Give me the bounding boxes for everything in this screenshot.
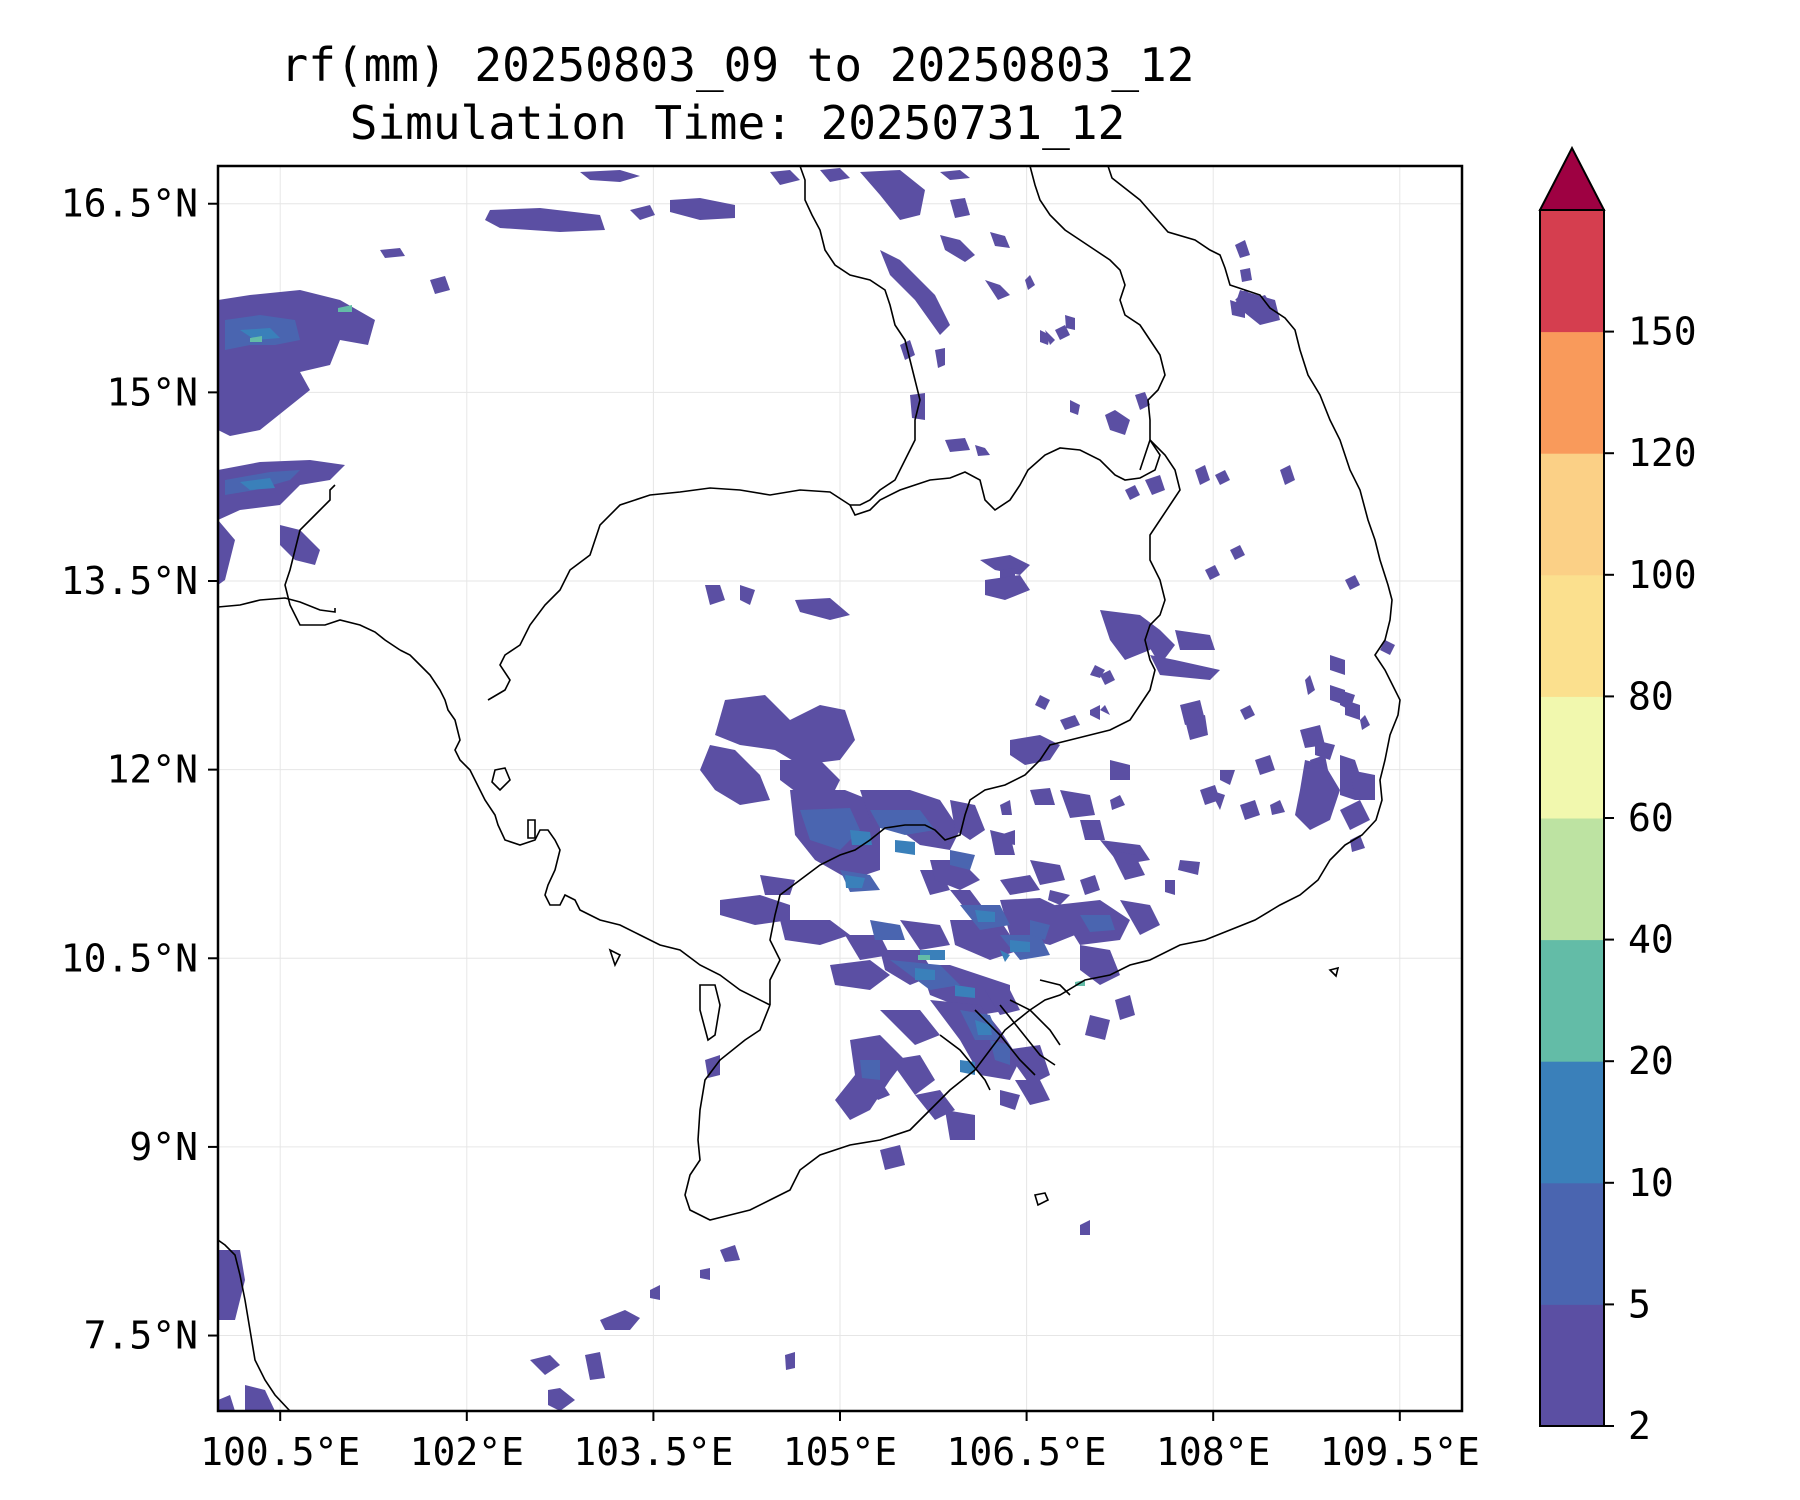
boundaries xyxy=(218,166,1401,1411)
map-title-line1: rf(mm) 20250803_09 to 20250803_12 xyxy=(280,38,1195,92)
x-tick-label: 105°E xyxy=(783,1430,897,1474)
colorbar-segment xyxy=(1540,331,1604,454)
river-mekong-3 xyxy=(1009,999,1061,1046)
coastline-vietnam xyxy=(684,166,1401,1221)
y-axis-ticks: 16.5°N 15°N 13.5°N 12°N 10.5°N 9°N 7.5°N xyxy=(61,182,218,1358)
rain-band-low xyxy=(218,168,1395,1411)
colorbar-tick-label: 150 xyxy=(1628,310,1697,354)
colorbar-tick-label: 80 xyxy=(1628,674,1674,718)
colorbar-tick-label: 40 xyxy=(1628,918,1674,962)
x-tick-label: 100.5°E xyxy=(200,1430,360,1474)
colorbar-ticks: 2 5 10 20 40 60 80 100 120 150 xyxy=(1604,310,1697,1448)
border-cambodia-vietnam xyxy=(769,439,1181,1005)
colorbar-segment xyxy=(1540,818,1604,941)
colorbar-segment xyxy=(1540,210,1604,333)
island-koh-kong xyxy=(491,767,511,792)
x-tick-label: 108°E xyxy=(1156,1430,1270,1474)
island-small-2 xyxy=(608,948,622,968)
colorbar: 2 5 10 20 40 60 80 100 120 150 xyxy=(1538,145,1697,1448)
colorbar-segment xyxy=(1540,939,1604,1062)
y-tick-label: 12°N xyxy=(106,748,198,792)
x-tick-label: 106.5°E xyxy=(947,1430,1107,1474)
colorbar-tick-label: 60 xyxy=(1628,796,1674,840)
river-bassac xyxy=(939,1034,991,1091)
colorbar-segments xyxy=(1540,210,1604,1427)
colorbar-segment xyxy=(1540,1182,1604,1305)
y-tick-label: 16.5°N xyxy=(61,182,198,226)
colorbar-segment xyxy=(1540,1061,1604,1184)
river-mekong-2 xyxy=(999,1004,1056,1066)
coastline-cambodia xyxy=(399,649,771,1006)
colorbar-tick-label: 10 xyxy=(1628,1161,1674,1205)
x-tick-label: 102°E xyxy=(410,1430,524,1474)
river-mekong-1 xyxy=(974,1009,1036,1076)
island-small-3 xyxy=(1033,1192,1050,1207)
y-tick-label: 15°N xyxy=(106,370,198,414)
border-cambodia-lao xyxy=(487,439,1161,701)
island-con-son xyxy=(1328,966,1340,978)
x-tick-label: 109.5°E xyxy=(1320,1430,1480,1474)
colorbar-segment xyxy=(1540,453,1604,576)
river-mekong-4 xyxy=(1039,979,1071,996)
map-title-line2: Simulation Time: 20250731_12 xyxy=(349,96,1126,150)
coastline-thailand xyxy=(284,484,401,651)
border-lao-thailand xyxy=(799,166,921,506)
x-tick-label: 103.5°E xyxy=(573,1430,733,1474)
colorbar-tick-label: 120 xyxy=(1628,431,1697,475)
colorbar-segment xyxy=(1540,1304,1604,1427)
colorbar-segment xyxy=(1540,574,1604,697)
colorbar-tick-label: 5 xyxy=(1628,1282,1651,1326)
island-small-1 xyxy=(527,819,536,839)
x-axis-ticks: 100.5°E 102°E 103.5°E 105°E 106.5°E 108°E 109.… xyxy=(200,1411,1480,1474)
colorbar-tick-label: 20 xyxy=(1628,1039,1674,1083)
colorbar-extend-triangle xyxy=(1538,145,1606,211)
colorbar-tick-label: 100 xyxy=(1628,553,1697,597)
rainfall-layer xyxy=(218,168,1395,1411)
y-tick-label: 7.5°N xyxy=(84,1314,198,1358)
y-tick-label: 10.5°N xyxy=(61,936,198,980)
border-lao-vietnam xyxy=(1029,166,1166,440)
colorbar-tick-label: 2 xyxy=(1628,1404,1651,1448)
border-lao-cambodia-north xyxy=(1139,439,1151,471)
coastline-peninsula xyxy=(218,1239,291,1411)
y-tick-label: 13.5°N xyxy=(61,559,198,603)
y-tick-label: 9°N xyxy=(129,1125,198,1169)
border-cambodia-thailand xyxy=(218,597,336,613)
colorbar-segment xyxy=(1540,696,1604,819)
island-phu-quoc xyxy=(699,984,721,1042)
